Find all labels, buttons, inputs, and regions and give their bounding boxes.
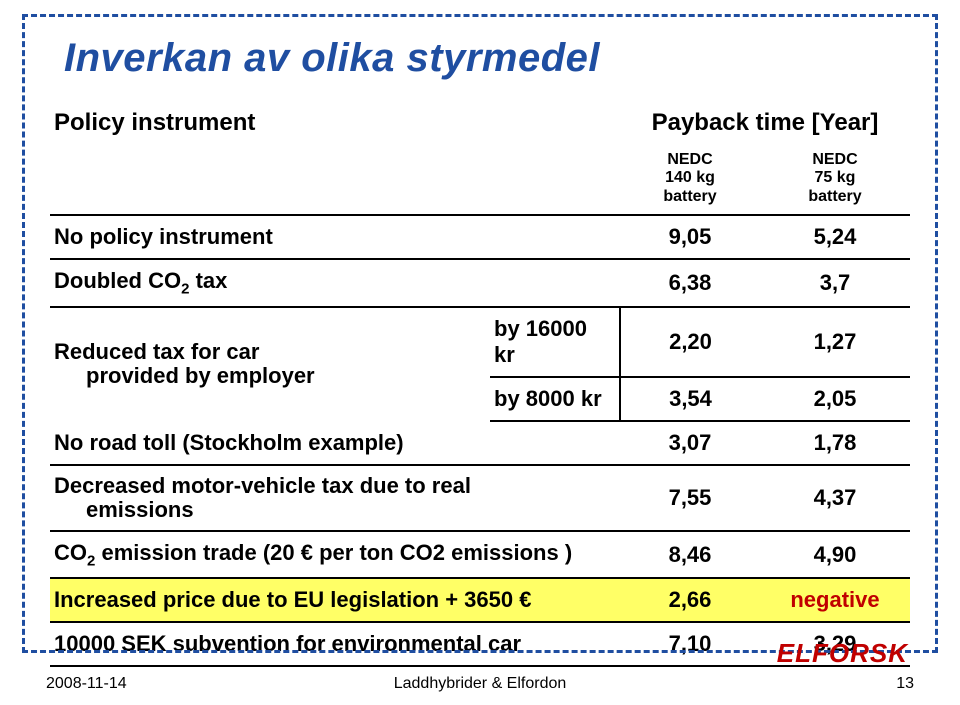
cell-label: No policy instrument (50, 215, 620, 259)
elforsk-logo: ELFORSK (777, 638, 908, 669)
cell-v1: 8,46 (620, 531, 760, 578)
cell-v1: 7,55 (620, 465, 760, 531)
cell-v2-negative: negative (760, 578, 910, 622)
cell-label: Increased price due to EU legislation + … (50, 578, 620, 622)
header-empty (50, 145, 620, 215)
cell-v1: 9,05 (620, 215, 760, 259)
h75-l2: 75 kg (815, 169, 856, 186)
slide-title: Inverkan av olika styrmedel (64, 36, 914, 81)
cell-kr: by 8000 kr (490, 377, 620, 421)
table-row: CO2 emission trade (20 € per ton CO2 emi… (50, 531, 910, 578)
table-row: Reduced tax for car provided by employer… (50, 307, 910, 377)
cell-v1: 3,54 (620, 377, 760, 421)
r5-l2: emissions (54, 498, 194, 522)
h75-l3: battery (808, 188, 861, 205)
cell-v2: 3,7 (760, 259, 910, 306)
table-row: No road toll (Stockholm example) 3,07 1,… (50, 421, 910, 465)
h140-l1: NEDC (667, 151, 712, 168)
cell-v1: 6,38 (620, 259, 760, 306)
header-payback-time: Payback time [Year] (620, 103, 910, 145)
h75-l1: NEDC (812, 151, 857, 168)
cell-label: No road toll (Stockholm example) (50, 421, 620, 465)
r5-l1: Decreased motor-vehicle tax due to real (54, 473, 471, 498)
cell-v2: 2,05 (760, 377, 910, 421)
footer: 2008-11-14 Laddhybrider & Elfordon 13 (0, 675, 960, 693)
cell-v2: 1,27 (760, 307, 910, 377)
slide: Inverkan av olika styrmedel Policy instr… (0, 0, 960, 705)
table-header-row-1: Policy instrument Payback time [Year] (50, 103, 910, 145)
h140-l3: battery (663, 188, 716, 205)
header-nedc-75: NEDC 75 kg battery (760, 145, 910, 215)
cell-label: CO2 emission trade (20 € per ton CO2 emi… (50, 531, 620, 578)
table-row-highlighted: Increased price due to EU legislation + … (50, 578, 910, 622)
cell-v1: 2,66 (620, 578, 760, 622)
reduced-tax-l2: provided by employer (54, 364, 315, 388)
cell-v2: 5,24 (760, 215, 910, 259)
reduced-tax-l1: Reduced tax for car (54, 339, 259, 364)
cell-v2: 4,37 (760, 465, 910, 531)
cell-v2: 4,90 (760, 531, 910, 578)
cell-label-reduced-tax: Reduced tax for car provided by employer (50, 307, 490, 421)
cell-label: Doubled CO2 tax (50, 259, 620, 306)
table-header-row-2: NEDC 140 kg battery NEDC 75 kg battery (50, 145, 910, 215)
cell-v1: 3,07 (620, 421, 760, 465)
cell-v1: 7,10 (620, 622, 760, 666)
cell-kr: by 16000 kr (490, 307, 620, 377)
policy-table: Policy instrument Payback time [Year] NE… (50, 103, 910, 667)
cell-v1: 2,20 (620, 307, 760, 377)
h140-l2: 140 kg (665, 169, 715, 186)
table-row: Doubled CO2 tax 6,38 3,7 (50, 259, 910, 306)
footer-center: Laddhybrider & Elfordon (0, 675, 960, 693)
header-nedc-140: NEDC 140 kg battery (620, 145, 760, 215)
cell-label: 10000 SEK subvention for environmental c… (50, 622, 620, 666)
header-policy-instrument: Policy instrument (50, 103, 620, 145)
table-row: Decreased motor-vehicle tax due to real … (50, 465, 910, 531)
cell-label: Decreased motor-vehicle tax due to real … (50, 465, 620, 531)
table-row: No policy instrument 9,05 5,24 (50, 215, 910, 259)
cell-v2: 1,78 (760, 421, 910, 465)
